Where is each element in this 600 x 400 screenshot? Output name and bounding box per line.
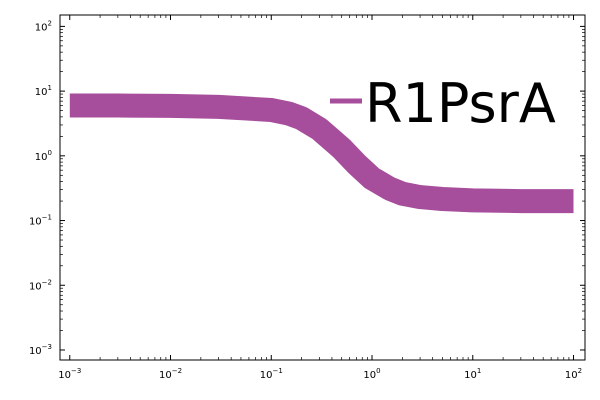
- x-tick-label: 101: [464, 367, 481, 381]
- x-tick-label: 10−2: [159, 367, 182, 381]
- series-layer: [69, 93, 574, 214]
- y-tick-label: 10−2: [29, 278, 52, 292]
- y-tick-label: 100: [35, 149, 52, 163]
- y-tick-label: 102: [35, 19, 52, 33]
- plot-frame: [59, 14, 586, 361]
- x-tick-label: 100: [363, 367, 380, 381]
- legend: R1PsrA: [330, 72, 556, 135]
- x-tick-label: 10−3: [58, 367, 81, 381]
- y-tick-label: 10−1: [29, 214, 52, 228]
- x-tick-label: 102: [565, 367, 582, 381]
- legend-label: R1PsrA: [365, 72, 556, 135]
- y-tick-label: 10−3: [29, 343, 52, 357]
- x-tick-label: 10−1: [260, 367, 283, 381]
- series-line: [69, 93, 574, 214]
- y-tick-label: 101: [35, 84, 52, 98]
- axis-ticks: 10−3 10−2 10−1 100 101 102 10−3 10−2 10−1 100 101 1…: [29, 15, 585, 381]
